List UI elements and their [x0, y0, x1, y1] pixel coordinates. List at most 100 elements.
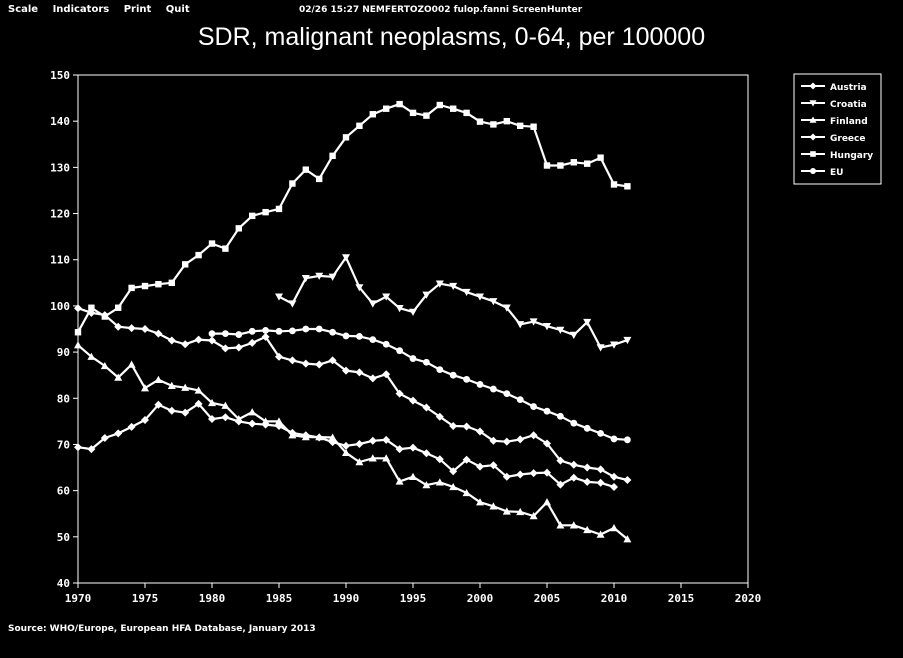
data-point-greece [569, 473, 578, 482]
series-line-hungary [77, 102, 628, 333]
data-point-finland [623, 535, 632, 543]
legend-marker [809, 133, 817, 141]
menu-bar: Scale Indicators Print Quit [8, 4, 201, 15]
data-point-hungary [490, 121, 497, 128]
data-point-greece [154, 400, 163, 409]
data-point-croatia [569, 331, 578, 340]
data-point-finland [221, 401, 230, 409]
data-point-hungary [155, 281, 162, 288]
data-point-eu [490, 385, 497, 393]
data-point-croatia [623, 336, 632, 345]
menu-scale[interactable]: Scale [8, 4, 39, 15]
legend-item-eu: EU [801, 168, 843, 178]
data-point-finland [355, 458, 364, 466]
data-point-austria [569, 460, 578, 469]
data-point-greece [275, 421, 283, 430]
data-point-finland [529, 512, 538, 520]
data-point-austria [368, 374, 377, 383]
data-point-austria [489, 436, 498, 445]
data-point-hungary [557, 162, 564, 169]
data-point-austria [502, 437, 511, 446]
data-point-greece [529, 469, 538, 478]
y-tick-label: 90 [57, 346, 70, 359]
data-point-greece [221, 413, 230, 422]
data-point-finland [275, 417, 283, 425]
y-tick-label: 140 [50, 115, 70, 128]
data-point-austria [234, 343, 243, 352]
data-point-austria [355, 368, 364, 377]
data-point-eu [302, 325, 310, 333]
data-point-hungary [463, 109, 470, 117]
data-point-greece [74, 443, 82, 452]
data-point-finland [556, 521, 565, 529]
x-tick-label: 1975 [132, 592, 159, 605]
data-point-finland [208, 398, 216, 407]
data-point-austria [556, 456, 565, 465]
data-point-greece [476, 462, 484, 471]
y-tick-label: 130 [50, 161, 70, 174]
data-point-croatia [409, 308, 417, 316]
data-point-austria [301, 359, 310, 368]
data-point-finland [489, 502, 498, 510]
data-point-finland [382, 454, 391, 462]
data-point-croatia [449, 282, 458, 291]
data-point-austria [623, 476, 632, 485]
data-point-finland [583, 525, 592, 534]
data-point-eu [516, 396, 524, 404]
data-point-hungary [409, 109, 417, 117]
data-point-greece [489, 461, 498, 470]
series-hungary [74, 100, 631, 336]
menu-print[interactable]: Print [123, 4, 152, 15]
data-point-greece [194, 399, 203, 408]
data-point-eu [342, 332, 350, 340]
data-point-austria [288, 356, 297, 365]
data-point-austria [596, 465, 605, 474]
legend-box [793, 73, 882, 185]
chart-title: SDR, malignant neoplasms, 0-64, per 1000… [197, 23, 706, 51]
series-austria [74, 304, 632, 485]
data-point-croatia [502, 304, 511, 312]
data-point-hungary [289, 180, 296, 187]
x-tick-label: 2020 [735, 592, 762, 605]
data-point-eu [543, 407, 551, 415]
data-point-hungary [168, 279, 175, 287]
data-point-greece [516, 470, 525, 479]
x-tick-label: 2010 [601, 592, 628, 605]
legend-marker [809, 116, 817, 123]
data-point-croatia [543, 323, 551, 331]
menu-indicators[interactable]: Indicators [52, 4, 110, 15]
data-point-hungary [530, 123, 537, 130]
data-point-greece [248, 419, 257, 428]
data-point-greece [234, 417, 243, 426]
data-point-hungary [316, 175, 323, 183]
data-point-hungary [423, 112, 430, 119]
data-point-hungary [436, 101, 443, 109]
data-point-greece [395, 445, 404, 454]
data-point-hungary [383, 105, 390, 112]
data-point-austria [221, 344, 230, 353]
data-point-croatia [315, 272, 324, 280]
data-point-eu [235, 331, 243, 338]
data-point-eu [262, 326, 269, 334]
data-point-hungary [249, 212, 256, 220]
x-tick-label: 1980 [199, 592, 226, 605]
legend-marker [810, 168, 816, 174]
data-point-eu [208, 330, 216, 338]
data-point-austria [167, 336, 176, 345]
data-point-greece [315, 433, 324, 442]
legend-label: Greece [830, 134, 865, 144]
data-point-eu [382, 340, 390, 348]
data-point-hungary [356, 122, 363, 129]
data-point-croatia [342, 254, 350, 262]
data-point-greece [288, 428, 297, 437]
data-point-austria [154, 329, 163, 338]
legend: Austria Croatia Finland Greece Hungary EU [793, 73, 882, 185]
menu-quit[interactable]: Quit [165, 4, 190, 15]
y-tick-label: 120 [50, 208, 70, 221]
data-point-eu [329, 328, 336, 336]
data-point-greece [502, 472, 511, 481]
data-point-eu [248, 327, 256, 335]
data-point-hungary [329, 152, 336, 160]
data-point-hungary [115, 304, 122, 311]
